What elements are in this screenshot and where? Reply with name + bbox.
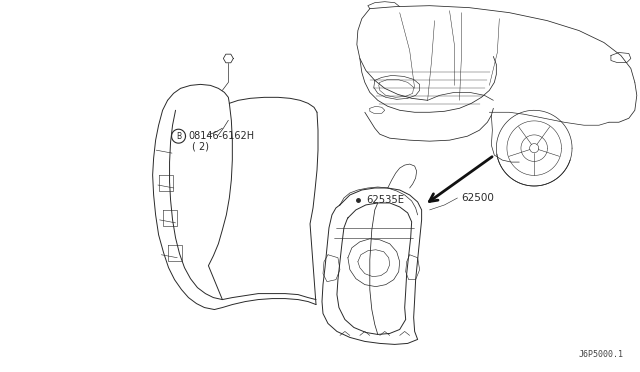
Text: 62535E: 62535E (366, 195, 404, 205)
Text: B: B (176, 132, 181, 141)
Text: J6P5000.1: J6P5000.1 (579, 350, 624, 359)
Text: 62500: 62500 (461, 193, 494, 203)
Text: ( 2): ( 2) (193, 141, 209, 151)
Text: 08146-6162H: 08146-6162H (189, 131, 255, 141)
